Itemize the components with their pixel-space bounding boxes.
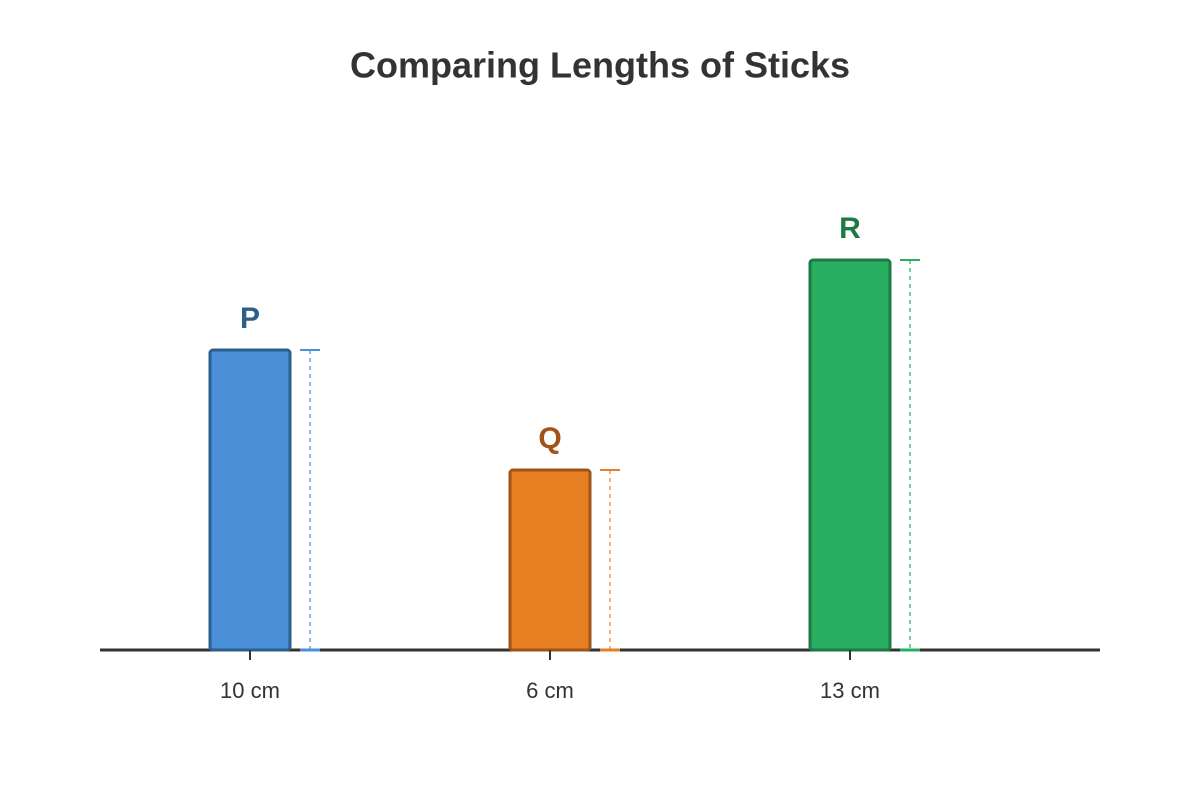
bar [508, 468, 592, 652]
bar [208, 348, 292, 652]
bar-label: P [240, 302, 260, 335]
bar [808, 258, 892, 652]
value-label: 6 cm [526, 678, 574, 703]
bar-label: R [839, 212, 861, 245]
value-label: 10 cm [220, 678, 280, 703]
bar-label: Q [538, 422, 561, 455]
chart-title: Comparing Lengths of Sticks [350, 45, 850, 86]
value-label: 13 cm [820, 678, 880, 703]
